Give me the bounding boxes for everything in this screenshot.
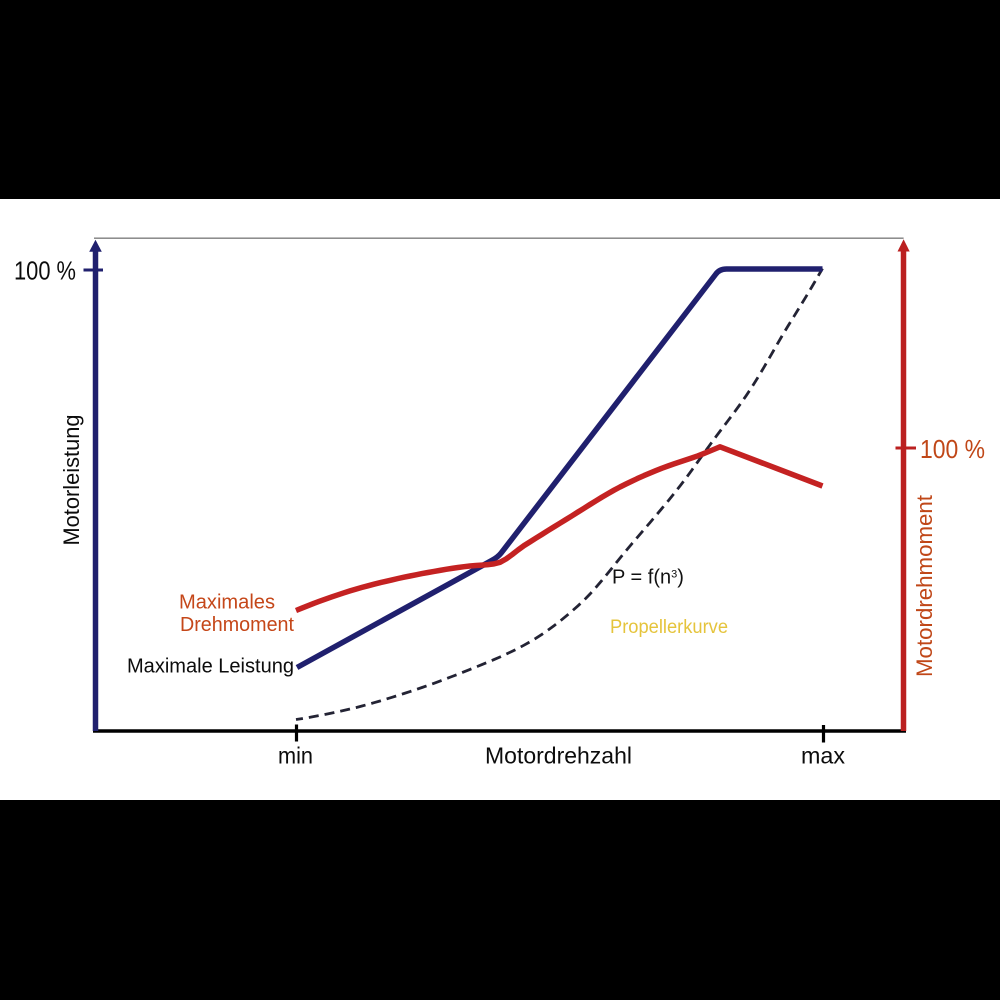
- svg-text:Drehmoment: Drehmoment: [180, 614, 294, 636]
- svg-text:100 %: 100 %: [14, 256, 76, 286]
- svg-text:min: min: [278, 743, 313, 769]
- svg-text:P = f(n3): P = f(n3): [612, 567, 684, 589]
- svg-text:Motordrehzahl: Motordrehzahl: [485, 743, 632, 769]
- svg-text:max: max: [801, 743, 846, 769]
- svg-text:100 %: 100 %: [920, 434, 985, 464]
- svg-text:Motorleistung: Motorleistung: [59, 415, 84, 546]
- svg-text:Propellerkurve: Propellerkurve: [610, 617, 728, 638]
- svg-text:Maximales: Maximales: [179, 592, 275, 614]
- svg-text:Maximale Leistung: Maximale Leistung: [127, 656, 294, 678]
- svg-text:Motordrehmoment: Motordrehmoment: [912, 495, 937, 677]
